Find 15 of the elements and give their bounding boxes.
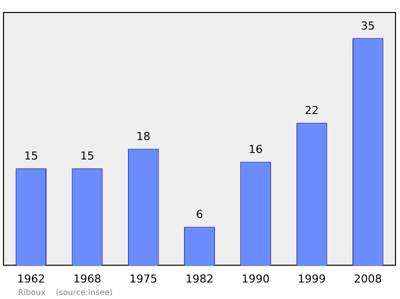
x-tick-label: 1990 [242, 272, 270, 286]
data-label: 18 [136, 130, 150, 144]
data-label: 35 [360, 20, 375, 33]
x-tick-label: 1968 [73, 272, 102, 286]
data-label: 15 [80, 150, 94, 163]
data-label: 16 [248, 143, 263, 156]
data-label: 15 [24, 150, 38, 163]
x-tick-label: 1999 [298, 272, 326, 286]
data-label: 6 [196, 208, 203, 222]
text: Riboux (source:Insee) [18, 288, 113, 297]
x-tick-label: 1982 [186, 272, 214, 286]
x-tick-label: 1975 [129, 272, 158, 286]
data-label: 22 [304, 104, 319, 118]
x-tick-label: 2008 [354, 272, 382, 286]
x-tick-label: 1962 [17, 272, 46, 286]
